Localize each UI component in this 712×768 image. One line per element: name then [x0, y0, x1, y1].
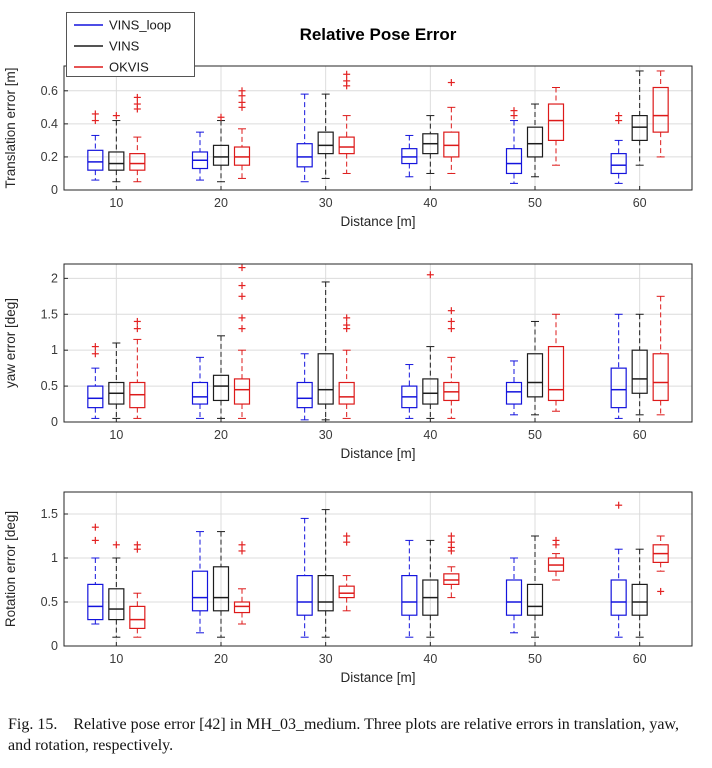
svg-text:50: 50 — [528, 428, 542, 442]
svg-text:Rotation error [deg]: Rotation error [deg] — [3, 511, 18, 627]
svg-text:50: 50 — [528, 652, 542, 666]
svg-text:Distance [m]: Distance [m] — [340, 446, 415, 461]
svg-text:yaw error [deg]: yaw error [deg] — [3, 298, 18, 388]
svg-text:40: 40 — [423, 428, 437, 442]
svg-text:2: 2 — [51, 271, 58, 285]
translation-error-boxplot: 0 0.2 0.4 0.6 10 20 30 40 50 60 Distance [m] Transl… — [3, 12, 693, 229]
figure-caption: Fig. 15. Relative pose error [42] in MH_0… — [8, 714, 700, 756]
svg-text:1.5: 1.5 — [41, 507, 58, 521]
svg-text:0.4: 0.4 — [41, 117, 58, 131]
svg-text:VINS: VINS — [109, 39, 140, 54]
svg-text:Relative Pose Error: Relative Pose Error — [300, 25, 457, 44]
svg-text:20: 20 — [214, 652, 228, 666]
svg-text:40: 40 — [423, 196, 437, 210]
svg-text:0: 0 — [51, 639, 58, 653]
svg-text:0.2: 0.2 — [41, 150, 58, 164]
figure-caption-text: Relative pose error [42] in MH_03_medium… — [8, 716, 679, 755]
svg-text:10: 10 — [109, 196, 123, 210]
svg-text:30: 30 — [319, 196, 333, 210]
svg-text:60: 60 — [633, 196, 647, 210]
svg-text:Translation error [m]: Translation error [m] — [3, 67, 18, 188]
svg-text:20: 20 — [214, 428, 228, 442]
svg-text:OKVIS: OKVIS — [109, 60, 149, 75]
svg-text:0: 0 — [51, 415, 58, 429]
svg-text:40: 40 — [423, 652, 437, 666]
svg-text:60: 60 — [633, 652, 647, 666]
svg-text:60: 60 — [633, 428, 647, 442]
svg-text:Distance [m]: Distance [m] — [340, 670, 415, 685]
svg-text:0.6: 0.6 — [41, 84, 58, 98]
svg-text:1: 1 — [51, 551, 58, 565]
yaw-error-boxplot: 0 0.5 1 1.5 2 10 20 30 40 50 60 Distance [m] yaw err… — [3, 263, 693, 461]
svg-text:20: 20 — [214, 196, 228, 210]
svg-text:0: 0 — [51, 183, 58, 197]
svg-text:30: 30 — [319, 652, 333, 666]
svg-text:Distance [m]: Distance [m] — [340, 214, 415, 229]
figure-caption-label: Fig. 15. — [8, 716, 58, 733]
svg-text:10: 10 — [109, 428, 123, 442]
svg-text:1.5: 1.5 — [41, 307, 58, 321]
rotation-error-boxplot: 0 0.5 1 1.5 10 20 30 40 50 60 Distance [m] Rotation… — [3, 491, 693, 685]
svg-text:VINS_loop: VINS_loop — [109, 18, 171, 33]
svg-text:0.5: 0.5 — [41, 379, 58, 393]
svg-text:0.5: 0.5 — [41, 595, 58, 609]
svg-text:30: 30 — [319, 428, 333, 442]
svg-text:1: 1 — [51, 343, 58, 357]
svg-text:50: 50 — [528, 196, 542, 210]
svg-text:10: 10 — [109, 652, 123, 666]
